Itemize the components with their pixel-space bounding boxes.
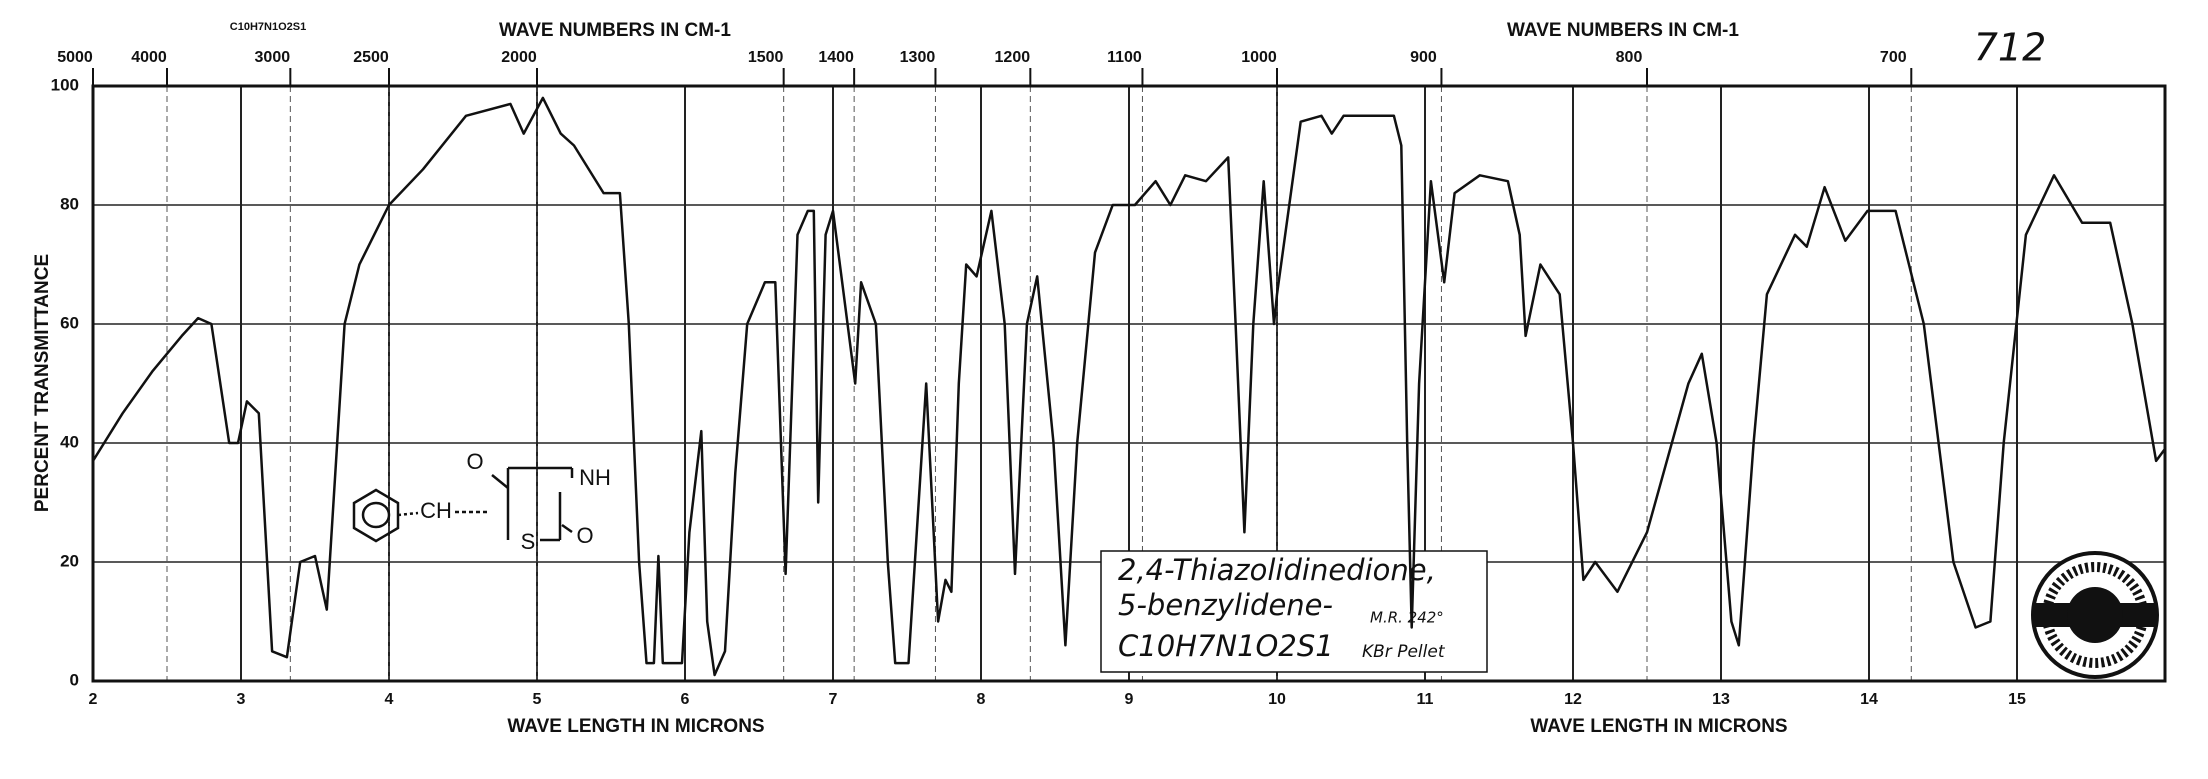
x-axis-label: WAVE LENGTH IN MICRONS	[1530, 716, 1787, 737]
plot-frame	[91, 84, 2167, 683]
x-tick-label: 6	[681, 691, 690, 708]
x2-axis-label: WAVE NUMBERS IN CM-1	[499, 20, 731, 41]
x-tick-label: 8	[977, 691, 986, 708]
annotation: KBr Pellet	[1362, 642, 1446, 662]
x2-tick-label: 1000	[1241, 49, 1277, 66]
x2-tick-label: 700	[1880, 49, 1907, 66]
y-tick-label: 80	[60, 194, 79, 213]
x2-tick-label: 1100	[1107, 49, 1142, 66]
x-tick-label: 4	[385, 691, 394, 708]
x2-tick-label: 1500	[748, 49, 784, 66]
structure-label: S	[521, 529, 536, 554]
x2-tick-label: 3000	[255, 49, 291, 66]
structure-label: NH	[579, 465, 611, 490]
x2-tick-label: 4000	[131, 49, 167, 66]
x2-tick-label: 2500	[353, 49, 389, 66]
annotation: M.R. 242°	[1370, 609, 1444, 627]
structure	[352, 466, 574, 543]
x-tick-label: 9	[1125, 691, 1134, 708]
grid	[92, 85, 2165, 682]
annotation: 2,4-Thiazolidinedione,	[1118, 553, 1436, 587]
formula: C10H7N1O2S1	[230, 21, 306, 33]
x-tick-label: 3	[237, 691, 246, 708]
spectrum-line	[91, 96, 2167, 677]
annotation: C10H7N1O2S1	[1118, 629, 1334, 663]
x-tick-label: 13	[1712, 691, 1730, 708]
x2-tick-label: 2000	[501, 49, 537, 66]
bond	[491, 474, 509, 489]
x2-tick-label: 1400	[818, 49, 854, 66]
structure-label: O	[466, 449, 483, 474]
structure-label: CH	[420, 498, 452, 523]
x-tick-label: 5	[533, 691, 542, 708]
x2-tick-label: 900	[1410, 49, 1437, 66]
sheet-number: 712	[1974, 26, 2047, 70]
x-axis-label: WAVE LENGTH IN MICRONS	[507, 716, 764, 737]
x2-axis-label: WAVE NUMBERS IN CM-1	[1507, 20, 1739, 41]
logo	[2031, 551, 2159, 679]
y-tick-label: 40	[60, 432, 79, 451]
x-tick-label: 7	[829, 691, 838, 708]
structure-label: O	[576, 523, 593, 548]
x-tick-label: 11	[1417, 691, 1434, 708]
annotation: 5-benzylidene-	[1118, 588, 1333, 622]
logo-center	[2067, 587, 2123, 643]
x-tick-label: 2	[89, 691, 98, 708]
x-tick-label: 15	[2008, 691, 2026, 708]
y-axis-label: PERCENT TRANSMITTANCE	[32, 254, 53, 512]
x-tick-label: 12	[1564, 691, 1582, 708]
y-tick-label: 100	[51, 75, 79, 94]
bond	[561, 523, 573, 534]
x-tick-label: 14	[1860, 691, 1878, 708]
x2-tick-label: 800	[1616, 49, 1643, 66]
x-tick-label: 10	[1268, 691, 1286, 708]
y-tick-label: 60	[60, 313, 79, 332]
ring-circle	[361, 501, 391, 529]
x2-tick-label: 5000	[57, 49, 93, 66]
y-tick-label: 20	[60, 551, 79, 570]
x2-tick-label: 1300	[900, 49, 936, 66]
y-tick-label: 0	[70, 670, 79, 689]
benzene-ring	[352, 488, 400, 543]
annotation-box	[1100, 550, 1488, 673]
x2-tick-label: 1200	[995, 49, 1031, 66]
